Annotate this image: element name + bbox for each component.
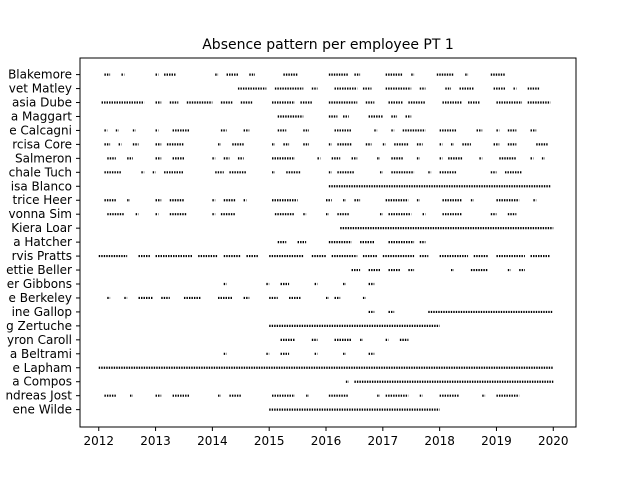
y-tick-label: ettie Beller (6, 263, 72, 277)
y-tick-label: e Berkeley (9, 291, 72, 305)
y-tick-label: e Calcagni (9, 123, 72, 137)
y-tick-label: rvis Pratts (12, 249, 72, 263)
y-tick-label: a Hatcher (13, 235, 72, 249)
x-tick-label: 2013 (140, 434, 171, 448)
y-tick-label: Salmeron (15, 151, 72, 165)
y-tick-label: chale Tuch (9, 165, 72, 179)
y-tick-label: a Compos (12, 375, 72, 389)
y-tick-label: a Maggart (11, 109, 72, 123)
y-tick-label: Kiera Loar (11, 221, 72, 235)
y-tick-label: vet Matley (9, 82, 72, 96)
x-axis: 2012 2013 2014 2015 2016 2017 2018 2019 2020 (83, 427, 569, 448)
y-tick-label: Blakemore (8, 68, 72, 82)
marks-layer (98, 73, 554, 411)
x-tick-label: 2017 (368, 434, 399, 448)
y-tick-label: rcisa Core (12, 137, 72, 151)
x-tick-label: 2014 (197, 434, 228, 448)
y-tick-label: ene Wilde (13, 403, 72, 417)
y-tick-label: a Beltrami (10, 347, 72, 361)
x-tick-label: 2019 (481, 434, 512, 448)
y-tick-label: trice Heer (13, 193, 73, 207)
y-tick-label: er Gibbons (7, 277, 72, 291)
y-tick-label: yron Caroll (7, 333, 72, 347)
y-tick-label: ine Gallop (12, 305, 72, 319)
x-tick-label: 2016 (311, 434, 342, 448)
x-tick-label: 2015 (254, 434, 285, 448)
y-tick-label: isa Blanco (11, 179, 72, 193)
x-tick-label: 2018 (424, 434, 455, 448)
x-tick-label: 2020 (538, 434, 569, 448)
y-tick-label: e Lapham (12, 361, 72, 375)
y-tick-label: g Zertuche (6, 319, 72, 333)
plot-area-frame (79, 57, 577, 428)
y-tick-label: ndreas Jost (5, 389, 72, 403)
y-tick-label: vonna Sim (9, 207, 72, 221)
y-tick-label: asia Dube (12, 96, 72, 110)
x-tick-label: 2012 (83, 434, 114, 448)
chart-title: Absence pattern per employee PT 1 (202, 37, 454, 53)
